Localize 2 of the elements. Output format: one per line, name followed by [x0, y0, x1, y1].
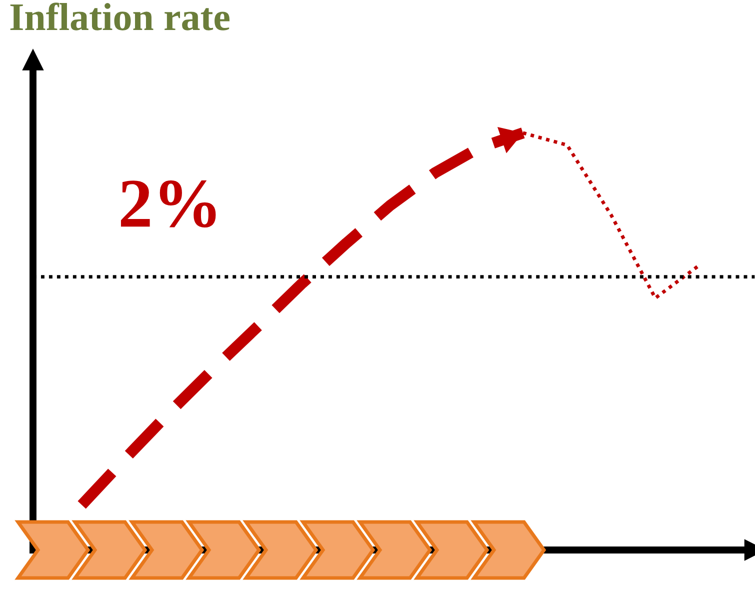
- chart-title: Inflation rate: [10, 2, 230, 30]
- annotation: 2%: [120, 180, 216, 228]
